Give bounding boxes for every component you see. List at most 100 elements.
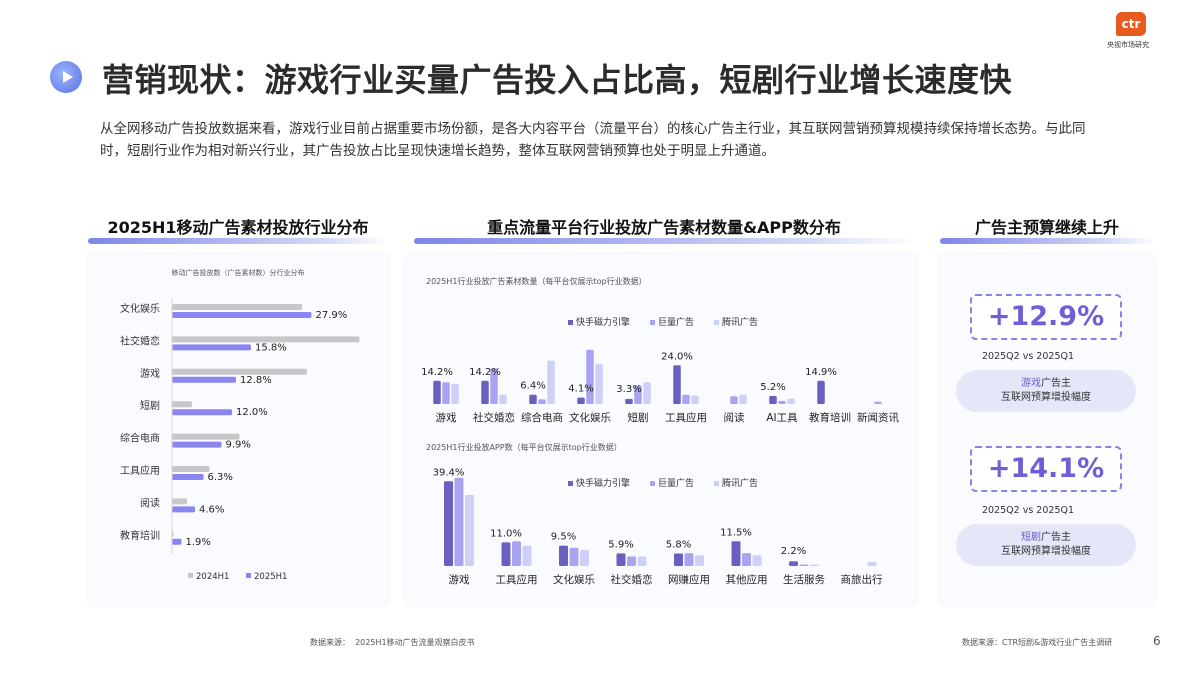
bar-快手磁力引擎 [674, 553, 683, 566]
legend-swatch [188, 573, 193, 578]
category-label: 工具应用 [120, 464, 160, 477]
data-label: 14.9% [805, 367, 837, 378]
data-label: 12.0% [236, 407, 268, 418]
bar-巨量广告 [490, 368, 498, 404]
data-label: 15.8% [255, 342, 287, 353]
bar-腾讯广告 [637, 556, 647, 566]
legend-swatch [650, 320, 655, 325]
footer-source-label: 数据来源： [310, 638, 350, 647]
bar-2024H1 [172, 498, 187, 505]
category-label: 商旅出行 [841, 573, 883, 586]
legend-swatch [714, 481, 719, 486]
bar-快手磁力引擎 [444, 481, 453, 566]
bar-2025H1 [172, 506, 195, 513]
bar-巨量广告 [442, 382, 450, 404]
section-title-platform-distribution: 重点流量平台行业投放广告素材数量&APP数分布 [487, 218, 841, 237]
bar-腾讯广告 [451, 383, 459, 404]
category-label: 其他应用 [726, 573, 768, 586]
industry-distribution-chart: 移动广告投放数（广告素材数）分行业分布 文化娱乐 27.9% 社交婚恋 15.8% 游戏… [120, 268, 360, 582]
data-label: 5.9% [608, 539, 633, 550]
bar-2025H1 [172, 376, 236, 383]
bar-快手磁力引擎 [577, 397, 585, 404]
category-label: 短剧 [140, 399, 160, 412]
bar-2024H1 [172, 336, 360, 343]
data-label: 14.2% [421, 367, 453, 378]
bar-巨量广告 [454, 477, 464, 566]
category-label: 生活服务 [783, 573, 825, 586]
shortdrama-growth-compare: 2025Q2 vs 2025Q1 [982, 505, 1075, 516]
intro-text: 从全网移动广告投放数据来看，游戏行业目前占据重要市场份额，是各大内容平台（流量平… [100, 121, 1086, 159]
bar-2025H1 [172, 474, 204, 480]
chart-title: 2025H1行业投放广告素材数量（每平台仅展示top行业数据） [426, 276, 647, 286]
bar-巨量广告 [742, 553, 751, 566]
bar-腾讯广告 [739, 394, 747, 404]
category-label: 工具应用 [496, 573, 538, 586]
section-underline [414, 238, 914, 244]
bar-巨量广告 [684, 553, 694, 566]
bar-巨量广告 [634, 385, 642, 404]
bar-快手磁力引擎 [673, 365, 681, 404]
bar-巨量广告 [874, 401, 882, 404]
category-label: 阅读 [724, 411, 745, 424]
industry-name: 游戏 [1021, 378, 1041, 389]
data-label: 11.0% [490, 528, 522, 539]
category-label: 社交婚恋 [120, 334, 160, 347]
data-label: 9.5% [551, 532, 576, 543]
legend-label: 巨量广告 [658, 477, 694, 489]
bar-巨量广告 [799, 564, 809, 566]
bar-快手磁力引擎 [625, 398, 633, 404]
footer-source-name: 2025H1移动广告流量观察白皮书 [355, 638, 475, 647]
industry-name: 短剧 [1021, 532, 1041, 543]
category-label: 综合电商 [521, 411, 563, 424]
data-label: 6.4% [520, 381, 545, 392]
data-label: 2.2% [781, 546, 806, 557]
bar-腾讯广告 [522, 545, 532, 566]
category-label: 文化娱乐 [569, 411, 611, 424]
section-underline [88, 238, 388, 244]
footer-source-right: 数据来源：CTR短剧&游戏行业广告主调研 [962, 638, 1113, 647]
section-title-budget: 广告主预算继续上升 [974, 218, 1119, 237]
bar-腾讯广告 [547, 360, 555, 404]
bar-巨量广告 [538, 399, 546, 404]
bar-巨量广告 [730, 396, 738, 404]
legend-label: 腾讯广告 [722, 477, 758, 489]
bar-巨量广告 [569, 547, 579, 566]
data-label: 11.5% [720, 527, 752, 538]
app-count-chart: 2025H1行业投放APP数（每平台仅展示top行业数据） 快手磁力引擎 巨量广告… [426, 442, 883, 586]
game-growth-value: +12.9% [970, 294, 1122, 340]
bar-2025H1 [172, 312, 312, 318]
data-label: 4.1% [568, 384, 593, 395]
section-underline [940, 238, 1154, 244]
bar-快手磁力引擎 [481, 380, 489, 404]
bar-腾讯广告 [691, 395, 699, 404]
legend-label: 巨量广告 [658, 316, 694, 328]
page-title: 营销现状：游戏行业买量广告投入占比高，短剧行业增长速度快 [102, 61, 1013, 99]
growth-desc: 互联网预算增投幅度 [1001, 392, 1091, 403]
chart-title: 移动广告投放数（广告素材数）分行业分布 [172, 268, 305, 277]
bar-快手磁力引擎 [789, 561, 798, 566]
legend-label: 快手磁力引擎 [576, 477, 630, 489]
section-title-industry-distribution: 2025H1移动广告素材投放行业分布 [107, 218, 369, 237]
platform-chart-card [406, 254, 916, 604]
legend-swatch [246, 573, 251, 578]
bar-2025H1 [172, 441, 222, 448]
material-count-chart: 2025H1行业投放广告素材数量（每平台仅展示top行业数据） 快手磁力引擎 巨量… [421, 276, 899, 424]
legend-label: 腾讯广告 [722, 316, 758, 328]
legend-label: 快手磁力引擎 [576, 316, 630, 328]
bar-2024H1 [172, 466, 210, 472]
category-label: 文化娱乐 [120, 302, 160, 315]
bar-巨量广告 [682, 394, 690, 404]
footer-source-left: 数据来源： 2025H1移动广告流量观察白皮书 [310, 637, 475, 648]
legend-swatch [714, 320, 719, 325]
bar-腾讯广告 [643, 382, 651, 404]
bar-腾讯广告 [499, 394, 507, 404]
legend-label: 2025H1 [254, 572, 287, 582]
bar-快手磁力引擎 [559, 545, 568, 566]
category-label: 工具应用 [665, 411, 707, 424]
data-label: 39.4% [433, 467, 465, 478]
data-label: 5.2% [760, 382, 785, 393]
data-label: 9.9% [226, 440, 251, 451]
data-label: 6.3% [208, 472, 233, 483]
category-label: 游戏 [449, 573, 470, 586]
category-label: 网赚应用 [668, 573, 710, 586]
